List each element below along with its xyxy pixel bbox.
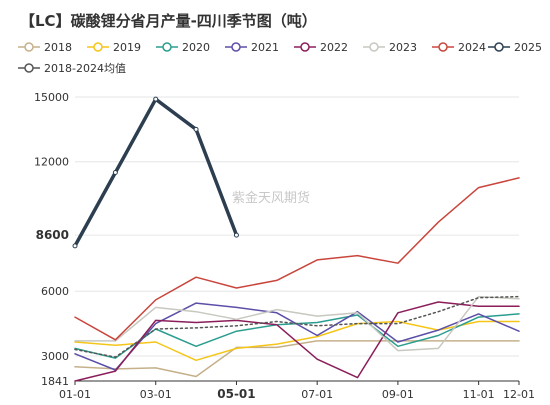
x-tick-label-07-01: 07-01 (301, 388, 333, 401)
legend-item-2024[interactable]: 2024 (432, 41, 486, 54)
legend-label: 2024 (458, 41, 486, 54)
legend-swatch-marker (24, 63, 34, 73)
series-2018 (74, 340, 520, 378)
legend-swatch-marker (231, 42, 241, 52)
legend-swatch-marker (24, 42, 34, 52)
x-tick-label-03-01: 03-01 (140, 388, 172, 401)
legend-item-2018[interactable]: 2018 (18, 41, 72, 54)
legend-label: 2019 (113, 41, 141, 54)
series-line-2018-2024均值 (74, 295, 520, 358)
legend-item-2019[interactable]: 2019 (87, 41, 141, 54)
series-2022 (74, 301, 520, 382)
x-tick-label-05-01: 05-01 (217, 387, 255, 401)
legend-swatch-marker (93, 42, 103, 52)
legend-item-2018-2024均值[interactable]: 2018-2024均值 (18, 62, 126, 75)
series-line-2023 (74, 295, 520, 352)
series-2020 (74, 313, 520, 359)
legend-label: 2023 (389, 41, 417, 54)
legend[interactable]: 2018 2019 2020 2021 2022 2023 2024 2025 2018-202… (18, 41, 542, 75)
point-2025-2 (112, 170, 118, 176)
legend-label: 2020 (182, 41, 210, 54)
legend-label: 2021 (251, 41, 279, 54)
series-line-2025 (73, 97, 239, 248)
series-layer (72, 96, 520, 382)
series-2024 (74, 177, 520, 341)
legend-item-2025[interactable]: 2025 (488, 41, 542, 54)
legend-label: 2018 (44, 41, 72, 54)
y-tick-label-15000: 15000 (34, 91, 69, 104)
legend-swatch-marker (369, 42, 379, 52)
x-tick-label-12-01: 12-01 (503, 388, 535, 401)
legend-swatch-marker (300, 42, 310, 52)
y-tick-label-8600: 8600 (36, 228, 69, 242)
x-tick-label-11-01: 11-01 (463, 388, 495, 401)
series-2019 (74, 320, 520, 362)
series-2025 (72, 96, 239, 249)
grid (75, 96, 519, 357)
y-tick-label-3000: 3000 (41, 350, 69, 363)
point-2025-5 (233, 232, 239, 238)
y-tick-label-6000: 6000 (41, 285, 69, 298)
legend-label: 2025 (514, 41, 542, 54)
legend-swatch-marker (438, 42, 448, 52)
series-line-2020 (74, 313, 520, 359)
series-2018-2024均值 (74, 295, 520, 358)
legend-label: 2018-2024均值 (44, 62, 126, 75)
point-2025-4 (193, 126, 199, 132)
x-tick-label-09-01: 09-01 (382, 388, 414, 401)
point-2025-1 (72, 243, 78, 249)
axes: 1841 3000 6000 8600 12000 15000 01-01 03-01 05-0… (34, 91, 535, 401)
series-2023 (74, 295, 520, 352)
legend-item-2021[interactable]: 2021 (225, 41, 279, 54)
y-tick-label-1841: 1841 (41, 375, 69, 388)
legend-label: 2022 (320, 41, 348, 54)
legend-item-2022[interactable]: 2022 (294, 41, 348, 54)
legend-item-2020[interactable]: 2020 (156, 41, 210, 54)
x-tick-label-01-01: 01-01 (59, 388, 91, 401)
legend-swatch-marker (162, 42, 172, 52)
series-line-2022 (74, 301, 520, 382)
legend-swatch-marker (494, 42, 504, 52)
chart-title: 【LC】碳酸锂分省月产量-四川季节图（吨） (20, 12, 317, 30)
series-line-2024 (74, 177, 520, 341)
point-2025-3 (153, 96, 159, 102)
watermark: 紫金天风期货 (232, 190, 310, 206)
legend-item-2023[interactable]: 2023 (363, 41, 417, 54)
series-line-2018 (74, 340, 520, 378)
series-line-2019 (74, 320, 520, 362)
y-tick-label-12000: 12000 (34, 156, 69, 169)
